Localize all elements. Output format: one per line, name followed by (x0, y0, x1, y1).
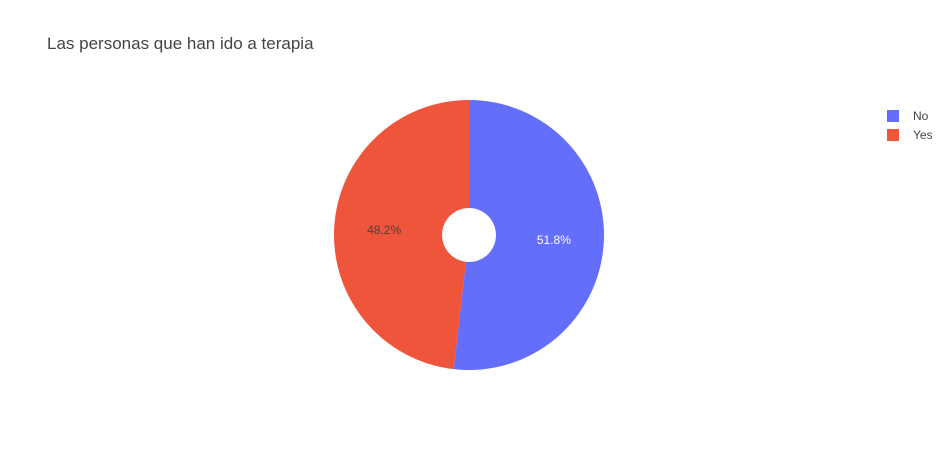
slice-label-yes: 48.2% (367, 223, 401, 237)
legend-label-no: No (913, 108, 929, 123)
legend: No Yes (887, 106, 933, 144)
legend-item-yes[interactable]: Yes (887, 125, 933, 144)
chart-title: Las personas que han ido a terapia (47, 34, 314, 53)
pie-slice-yes[interactable] (334, 100, 469, 370)
slice-label-no: 51.8% (537, 233, 571, 247)
legend-label-yes: Yes (913, 127, 933, 142)
pie-slice-no[interactable] (453, 100, 605, 371)
legend-swatch-no (887, 109, 899, 122)
legend-swatch-yes (887, 128, 899, 141)
legend-item-no[interactable]: No (887, 106, 933, 125)
